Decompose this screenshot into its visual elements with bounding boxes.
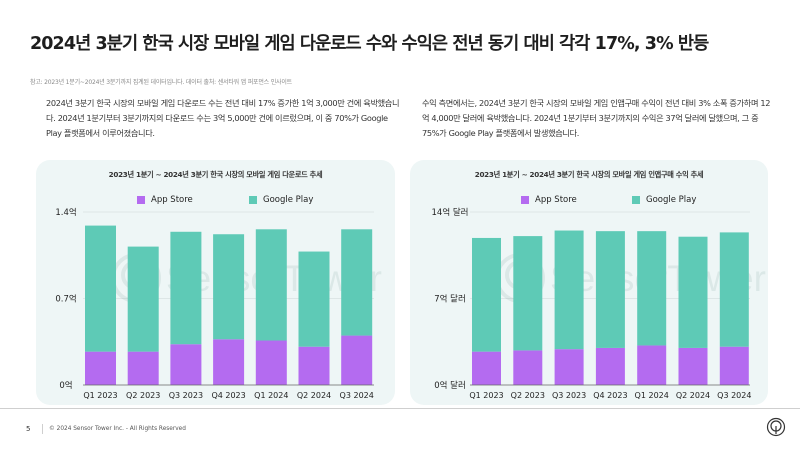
bar-app-store	[170, 344, 202, 385]
x-tick-label: Q2 2024	[676, 391, 710, 400]
legend-swatch-app-store	[137, 196, 145, 204]
x-tick-label: Q1 2023	[469, 391, 503, 400]
x-tick-label: Q2 2023	[126, 391, 160, 400]
footer-divider	[0, 408, 800, 409]
bar-app-store	[637, 345, 667, 385]
x-tick-label: Q3 2023	[552, 391, 586, 400]
legend-swatch-google-play	[249, 196, 257, 204]
bar-app-store	[472, 351, 501, 385]
legend-item-app-store: App Store	[521, 195, 577, 205]
bar-google-play	[170, 231, 202, 345]
bar-google-play	[472, 237, 501, 352]
x-tick-label: Q4 2023	[211, 391, 245, 400]
chart-legend: App Store Google Play	[410, 195, 768, 207]
revenue-chart-card: 2023년 1분기 ~ 2024년 3분기 한국 시장의 모바일 게임 인앱구매…	[410, 160, 768, 405]
sensor-tower-logo-icon	[766, 417, 786, 437]
bar-app-store	[678, 347, 708, 385]
y-tick-label: 0.7억	[55, 294, 76, 305]
legend-swatch-app-store	[521, 196, 529, 204]
bar-app-store	[513, 350, 543, 385]
y-tick-label: 7억 달러	[434, 294, 466, 305]
legend-label: App Store	[535, 195, 577, 205]
x-tick-label: Q3 2023	[169, 391, 203, 400]
legend-item-google-play: Google Play	[249, 195, 313, 205]
bar-google-play	[213, 234, 245, 340]
downloads-summary-paragraph: 2024년 3분기 한국 시장의 모바일 게임 다운로드 수는 전년 대비 17…	[46, 98, 400, 138]
bar-app-store	[341, 335, 373, 385]
x-tick-label: Q4 2023	[593, 391, 627, 400]
legend-item-app-store: App Store	[137, 195, 193, 205]
bar-google-play	[554, 230, 584, 350]
bar-google-play	[678, 236, 708, 348]
page-number: 5	[26, 425, 31, 433]
bar-app-store	[85, 351, 116, 385]
bar-google-play	[341, 229, 373, 336]
legend-swatch-google-play	[632, 196, 640, 204]
data-source-note: 참고: 2023년 1분기~2024년 3분기까지 집계된 데이터입니다. 데이…	[30, 79, 292, 86]
bar-google-play	[255, 229, 287, 341]
chart-title: 2023년 1분기 ~ 2024년 3분기 한국 시장의 모바일 게임 인앱구매…	[474, 170, 704, 179]
y-tick-label: 14억 달러	[432, 207, 469, 218]
downloads-chart-card: 2023년 1분기 ~ 2024년 3분기 한국 시장의 모바일 게임 다운로드…	[36, 160, 395, 405]
bar-google-play	[637, 231, 667, 346]
legend-label: App Store	[151, 195, 193, 205]
y-tick-label: 0억 달러	[434, 380, 466, 391]
bar-google-play	[513, 236, 543, 351]
x-tick-label: Q1 2024	[635, 391, 669, 400]
bar-google-play	[719, 232, 749, 347]
chart-title: 2023년 1분기 ~ 2024년 3분기 한국 시장의 모바일 게임 다운로드…	[108, 170, 323, 179]
x-tick-label: Q3 2024	[340, 391, 374, 400]
footer-separator	[42, 424, 43, 434]
legend-item-google-play: Google Play	[632, 195, 696, 205]
x-tick-label: Q1 2023	[83, 391, 117, 400]
y-tick-label: 0억	[59, 380, 72, 391]
y-tick-label: 1.4억	[55, 207, 76, 218]
bar-app-store	[213, 339, 245, 385]
copyright-text: © 2024 Sensor Tower Inc. - All Rights Re…	[49, 426, 186, 432]
bar-google-play	[595, 231, 625, 348]
legend-label: Google Play	[263, 195, 314, 205]
legend-label: Google Play	[646, 195, 697, 205]
x-tick-label: Q3 2024	[717, 391, 751, 400]
x-tick-label: Q1 2024	[254, 391, 288, 400]
bar-google-play	[298, 251, 330, 347]
bar-app-store	[595, 347, 625, 385]
bar-app-store	[127, 351, 159, 385]
revenue-summary-paragraph: 수익 측면에서는, 2024년 3분기 한국 시장의 모바일 게임 인앱구매 수…	[422, 98, 771, 138]
page-title: 2024년 3분기 한국 시장 모바일 게임 다운로드 수와 수익은 전년 동기…	[30, 34, 709, 54]
chart-legend: App Store Google Play	[36, 195, 395, 207]
bar-google-play	[85, 225, 116, 352]
x-tick-label: Q2 2023	[511, 391, 545, 400]
bar-app-store	[298, 346, 330, 385]
bar-app-store	[719, 346, 749, 385]
bar-app-store	[554, 349, 584, 385]
bar-google-play	[127, 246, 159, 352]
bar-app-store	[255, 340, 287, 385]
x-tick-label: Q2 2024	[297, 391, 331, 400]
